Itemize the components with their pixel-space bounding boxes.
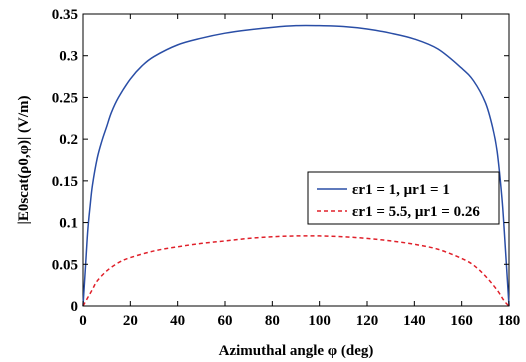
x-axis-label: Azimuthal angle φ (deg) [219, 343, 374, 359]
x-tick-label: 140 [403, 313, 426, 329]
series-line-1 [82, 24, 510, 307]
x-tick-label: 100 [308, 313, 331, 329]
x-tick-label: 0 [79, 313, 87, 329]
x-tick-label: 60 [218, 313, 233, 329]
legend-box [307, 171, 500, 225]
x-tick-label: 120 [356, 313, 379, 329]
ticks-layer: 0 20 40 60 80 100 120 140 160 180 0 0.05 0.1 0.15 0.2 0… [52, 7, 521, 329]
x-tick-label: 180 [498, 313, 521, 329]
legend: εr1 = 1, μr1 = 1 εr1 = 5.5, μr1 = 0.26 [307, 171, 500, 225]
y-tick-label: 0.35 [52, 7, 78, 23]
y-axis-label: |E0scat(ρ0,φ)| (V/m) [16, 96, 32, 225]
series-line-2 [82, 235, 510, 307]
y-tick-label: 0.25 [52, 90, 78, 106]
y-tick-label: 0 [71, 299, 79, 315]
x-tick-label: 40 [170, 313, 185, 329]
series-layer [82, 24, 510, 307]
x-tick-label: 80 [265, 313, 280, 329]
y-tick-label: 0.05 [52, 257, 78, 273]
x-tick-label: 160 [450, 313, 473, 329]
y-tick-label: 0.15 [52, 174, 78, 190]
y-tick-label: 0.1 [59, 216, 78, 232]
legend-label-series-1: εr1 = 1, μr1 = 1 [352, 182, 450, 198]
x-tick-label: 20 [123, 313, 138, 329]
plot-frame [82, 13, 510, 307]
y-tick-label: 0.3 [59, 49, 78, 65]
y-tick-label: 0.2 [59, 132, 78, 148]
legend-label-series-2: εr1 = 5.5, μr1 = 0.26 [352, 204, 480, 220]
plot-area [82, 13, 510, 307]
